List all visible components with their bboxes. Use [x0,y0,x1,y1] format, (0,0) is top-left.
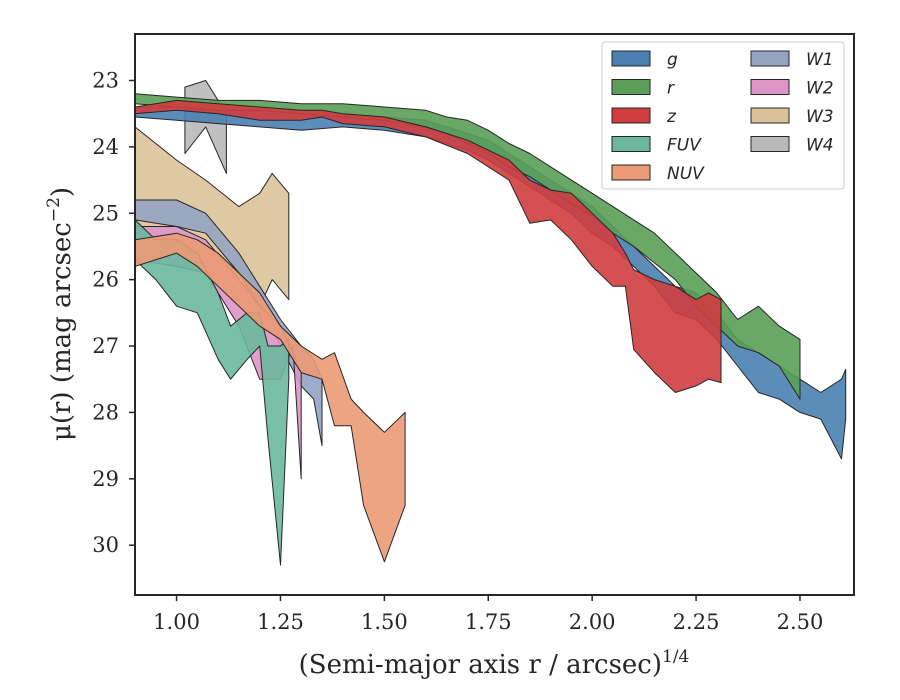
band-z [135,99,722,393]
legend-label: W4 [806,136,834,156]
band-series-group [135,80,847,566]
y-axis-label-exponent: −2 [44,197,64,222]
y-tick-label: 24 [92,135,119,159]
legend: grz FUV NUV W1 W2 W3 W4 [601,41,845,190]
y-axis-ticks: 23 24 25 26 27 28 29 30 [92,68,135,557]
legend-item-z: z [611,107,677,127]
legend-swatch [750,107,790,124]
legend-items: grz FUV NUV W1 W2 W3 W4 [611,50,834,184]
legend-item-fuv: FUV [611,136,702,156]
legend-item-w1: W1 [750,50,834,70]
band-w1 [135,199,323,447]
legend-swatch [611,50,651,67]
plot-frame [134,33,855,596]
legend-item-nuv: NUV [611,164,705,184]
y-tick-label: 25 [92,201,119,225]
legend-label: z [666,107,677,127]
y-tick-label: 29 [92,467,119,491]
legend-swatch [611,164,651,181]
y-axis-label: μ(r) (mag arcsec−2) [44,187,77,441]
y-axis-label-main: μ(r) (mag arcsec [47,222,77,441]
legend-item-g: g [611,50,678,70]
band-nuv [135,232,406,563]
x-tick-label: 2.25 [673,610,720,634]
x-axis-ticks: 1.00 1.25 1.50 1.75 2.00 2.25 2.50 [153,595,823,634]
y-tick-label: 26 [92,268,119,292]
y-tick-label: 30 [92,533,119,557]
legend-label: FUV [667,136,702,156]
y-tick-label: 28 [92,400,119,424]
legend-label: W3 [806,107,834,127]
x-tick-label: 1.00 [153,610,200,634]
x-tick-label: 2.00 [569,610,616,634]
legend-swatch [750,50,790,67]
x-axis-label-exponent: 1/4 [662,647,689,667]
legend-swatch [611,79,651,95]
legend-label: r [667,79,675,99]
legend-swatch [750,79,790,95]
legend-label: g [667,50,678,70]
legend-item-w2: W2 [750,79,834,99]
legend-swatch [611,107,651,124]
legend-label: W1 [806,50,834,70]
y-tick-label: 27 [92,334,119,358]
y-axis-label-close: ) [47,187,77,197]
legend-swatch [750,136,790,152]
x-tick-label: 1.50 [361,610,408,634]
legend-frame [601,41,845,190]
legend-item-r: r [611,79,675,99]
x-tick-label: 1.25 [257,610,304,634]
y-tick-label: 23 [92,68,119,92]
legend-label: NUV [667,164,705,184]
legend-item-w4: W4 [750,136,834,156]
x-axis-label: (Semi-major axis r / arcsec)1/4 [299,647,690,680]
legend-swatch [611,136,651,152]
x-axis-label-main: (Semi-major axis r / arcsec) [299,650,662,680]
x-tick-label: 2.50 [777,610,824,634]
legend-item-w3: W3 [750,107,834,127]
legend-label: W2 [806,79,834,99]
x-tick-label: 1.75 [465,610,512,634]
